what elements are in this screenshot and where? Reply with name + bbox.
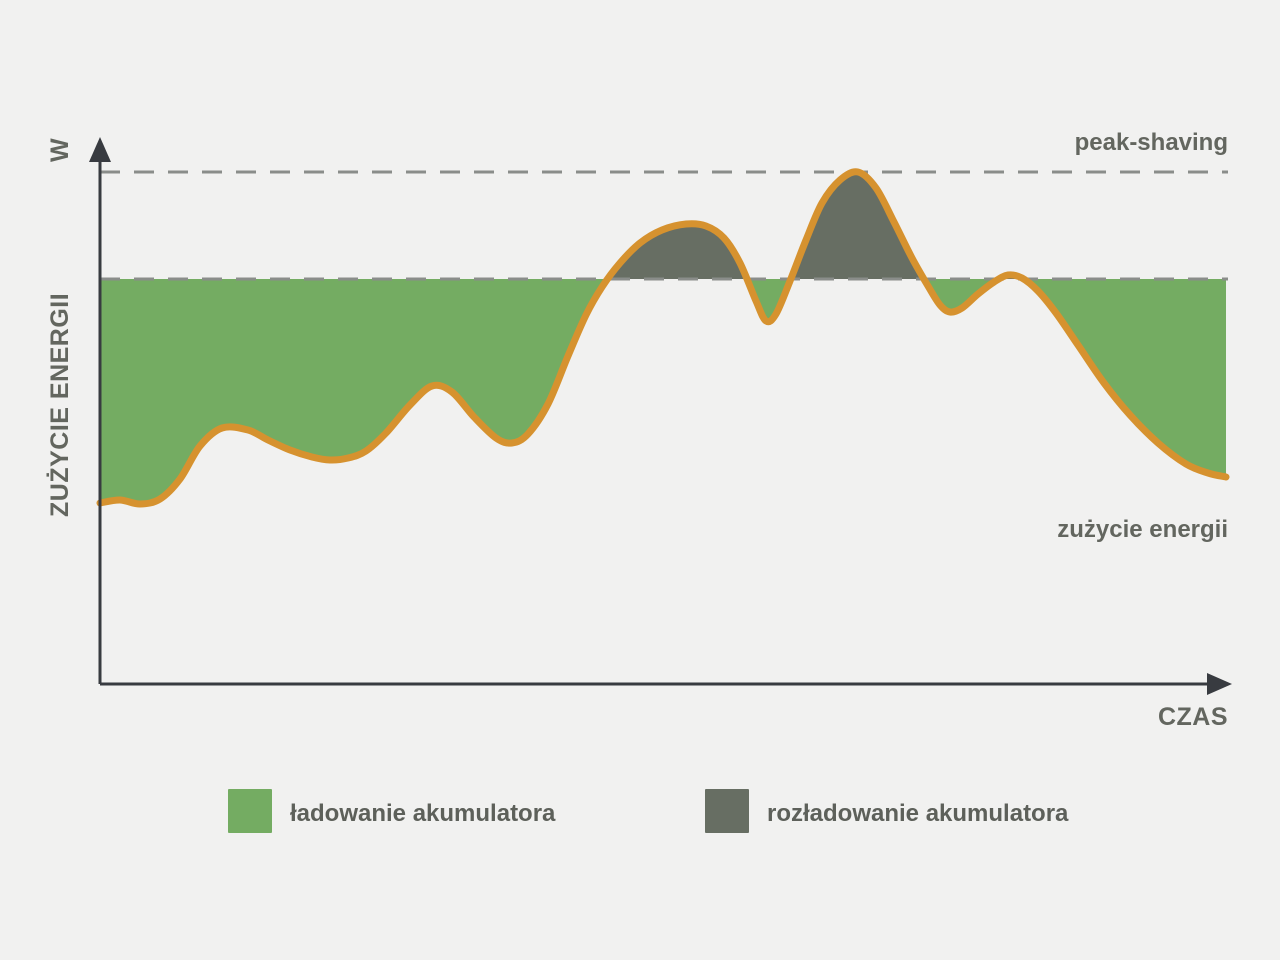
axis-titles: W ZUŻYCIE ENERGII CZAS [46, 138, 1228, 731]
threshold-lines [100, 170, 1228, 281]
legend-label-charging: ładowanie akumulatora [290, 800, 556, 827]
legend-swatch-discharging [705, 789, 749, 833]
annotations-layer: peak-shaving zużycie energii [1057, 129, 1228, 543]
consumption-annotation: zużycie energii [1057, 516, 1228, 543]
y-axis-arrow-icon [89, 137, 111, 162]
fill-layer [100, 171, 1226, 505]
area-fill-charging [100, 279, 1226, 505]
series-layer [96, 168, 1230, 508]
x-axis-title: CZAS [1158, 703, 1228, 731]
x-axis-arrow-icon [1207, 673, 1232, 695]
y-axis-title: ZUŻYCIE ENERGII [46, 293, 74, 517]
energy-consumption-curve [96, 168, 1230, 508]
axes-layer [89, 137, 1232, 695]
legend-label-discharging: rozładowanie akumulatora [767, 800, 1069, 827]
y-axis-unit-label: W [46, 138, 74, 162]
legend-swatch-charging [228, 789, 272, 833]
legend: ładowanie akumulatora rozładowanie akumu… [228, 789, 1069, 833]
area-fill-discharging [100, 171, 1226, 279]
peak-shaving-annotation: peak-shaving [1075, 129, 1228, 156]
